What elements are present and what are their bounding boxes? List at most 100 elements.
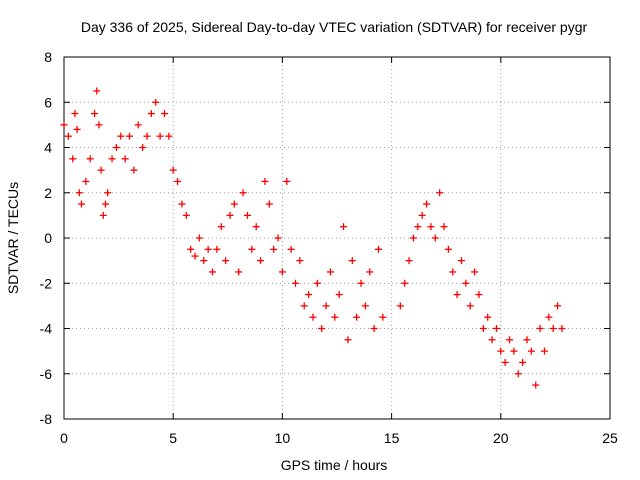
data-point <box>340 223 348 231</box>
y-tick-label: 2 <box>44 185 52 201</box>
data-point <box>523 336 531 344</box>
data-point <box>104 189 112 197</box>
data-point <box>300 302 308 310</box>
data-point <box>292 279 300 287</box>
data-point <box>222 257 230 265</box>
tick-labels: 0 5 10 15 20 25 -8 -6 -4 -2 0 2 4 6 8 <box>40 49 618 446</box>
data-point <box>457 257 465 265</box>
data-point <box>431 234 439 242</box>
data-point <box>283 177 291 185</box>
data-point <box>265 200 273 208</box>
data-point <box>174 177 182 185</box>
data-point <box>466 302 474 310</box>
data-point <box>191 252 199 260</box>
data-point <box>95 121 103 129</box>
data-point <box>160 110 168 118</box>
chart-title: Day 336 of 2025, Sidereal Day-to-day VTE… <box>81 19 588 35</box>
axis-ticks <box>63 56 611 420</box>
y-axis-label: SDTVAR / TECUs <box>5 182 21 294</box>
data-point <box>75 189 83 197</box>
data-point <box>484 313 492 321</box>
data-point <box>270 245 278 253</box>
data-point <box>506 336 514 344</box>
data-point <box>366 268 374 276</box>
data-point <box>423 200 431 208</box>
data-point <box>86 155 94 163</box>
data-point <box>361 302 369 310</box>
data-point <box>536 325 544 332</box>
data-point <box>471 268 479 276</box>
data-point <box>497 347 505 355</box>
data-point <box>217 223 225 231</box>
x-tick-label: 15 <box>384 430 400 446</box>
data-point <box>488 336 496 344</box>
data-point <box>305 291 313 299</box>
data-point <box>510 347 518 355</box>
data-point <box>239 189 247 197</box>
y-tick-label: 8 <box>44 49 52 65</box>
data-point <box>130 166 138 174</box>
data-point <box>71 110 79 118</box>
data-point <box>296 257 304 265</box>
data-point <box>453 291 461 299</box>
x-tick-label: 10 <box>275 430 291 446</box>
data-point <box>444 245 452 253</box>
data-point <box>77 200 85 208</box>
data-point <box>156 132 164 140</box>
data-point <box>200 257 208 265</box>
data-point <box>101 200 109 208</box>
data-point <box>326 268 334 276</box>
data-point <box>401 279 409 287</box>
data-point <box>126 132 134 140</box>
data-point <box>527 347 535 355</box>
y-tick-label: -4 <box>40 321 53 337</box>
data-point <box>278 268 286 276</box>
data-point <box>182 211 190 219</box>
data-point <box>147 110 155 118</box>
data-point <box>414 223 422 231</box>
data-point <box>139 144 147 151</box>
data-point <box>318 325 326 332</box>
data-point <box>532 381 540 389</box>
x-tick-label: 0 <box>60 430 68 446</box>
data-point <box>514 370 522 378</box>
y-tick-label: -2 <box>40 275 53 291</box>
data-point <box>492 325 500 332</box>
data-point <box>112 144 120 151</box>
data-point <box>91 110 99 118</box>
data-point <box>409 234 417 242</box>
data-point <box>230 200 238 208</box>
data-point <box>540 347 548 355</box>
data-point <box>545 313 553 321</box>
data-point <box>134 121 142 129</box>
y-tick-label: -8 <box>40 411 53 427</box>
data-point <box>554 302 562 310</box>
y-tick-label: 0 <box>44 230 52 246</box>
data-point <box>418 211 426 219</box>
data-point <box>209 268 217 276</box>
data-point <box>226 211 234 219</box>
data-point <box>357 279 365 287</box>
data-point <box>152 98 160 106</box>
data-point <box>405 257 413 265</box>
data-point <box>213 245 221 253</box>
data-point <box>501 358 509 366</box>
data-point <box>479 325 487 332</box>
data-point <box>322 302 330 310</box>
data-point <box>169 166 177 174</box>
y-tick-label: 4 <box>44 140 52 156</box>
data-point <box>440 223 448 231</box>
data-point <box>449 268 457 276</box>
data-point <box>348 257 356 265</box>
data-point <box>108 155 116 163</box>
data-point <box>374 245 382 253</box>
data-point <box>344 336 352 344</box>
data-point <box>248 245 256 253</box>
data-point <box>204 245 212 253</box>
x-axis-label: GPS time / hours <box>281 457 388 473</box>
y-tick-label: -6 <box>40 366 53 382</box>
x-tick-label: 20 <box>493 430 509 446</box>
data-point <box>69 155 77 163</box>
